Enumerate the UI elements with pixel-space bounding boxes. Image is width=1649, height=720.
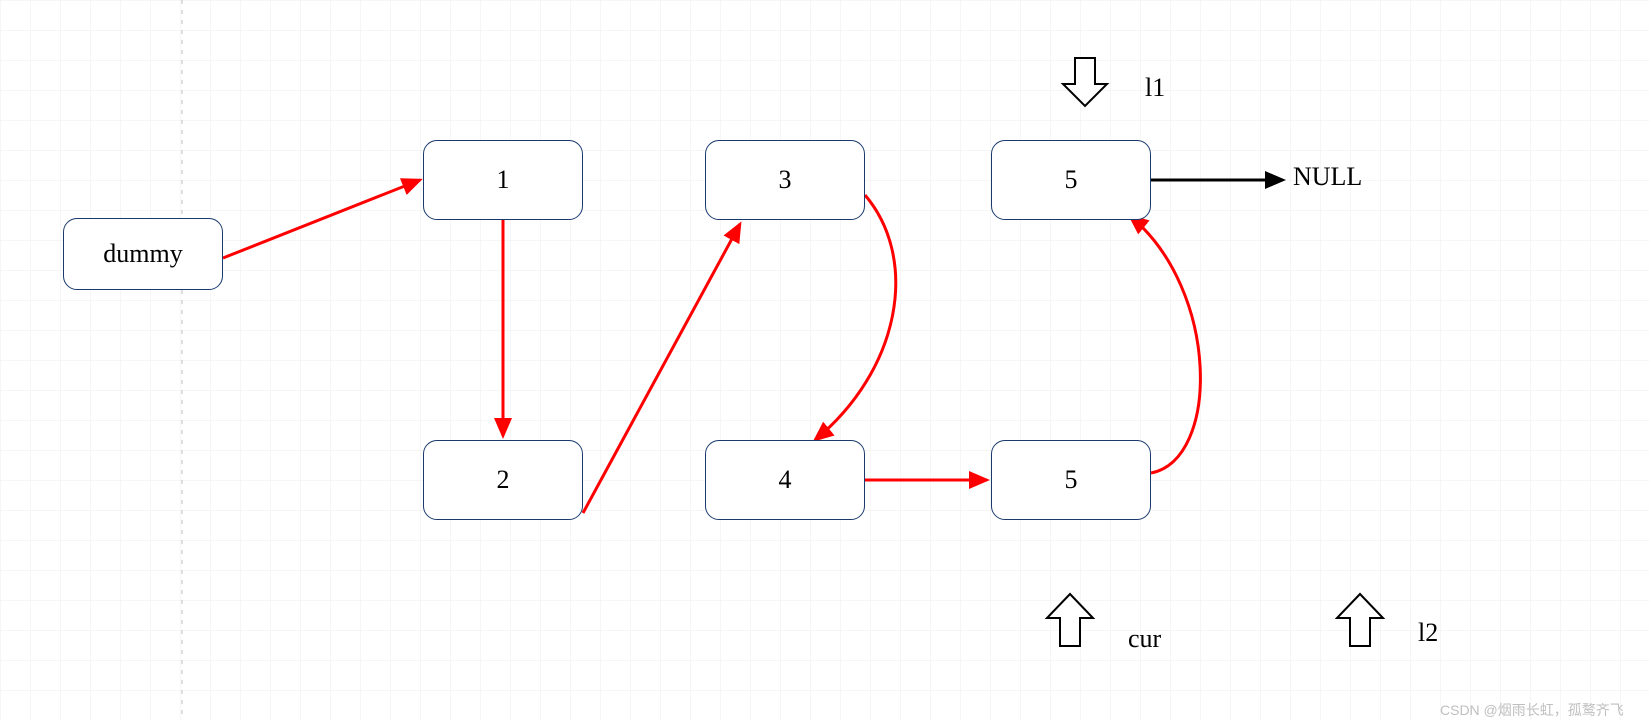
node-1: 1 [423, 140, 583, 220]
label-cur: cur [1128, 624, 1161, 654]
node-5-top-label: 5 [1065, 165, 1078, 195]
label-l2-text: l2 [1418, 618, 1438, 647]
grid-background [0, 0, 1649, 720]
label-cur-text: cur [1128, 624, 1161, 653]
node-4: 4 [705, 440, 865, 520]
node-5-top: 5 [991, 140, 1151, 220]
node-4-label: 4 [779, 465, 792, 495]
label-l1: l1 [1145, 73, 1165, 103]
node-3-label: 3 [779, 165, 792, 195]
node-2-label: 2 [497, 465, 510, 495]
watermark: CSDN @烟雨长虹，孤鹜齐飞 [1440, 700, 1624, 720]
node-dummy-label: dummy [103, 239, 182, 269]
watermark-text: CSDN @烟雨长虹，孤鹜齐飞 [1440, 702, 1624, 718]
label-null-text: NULL [1293, 162, 1362, 191]
diagram-canvas: dummy 1 3 5 2 4 5 NULL l1 cur l2 CSDN @烟… [0, 0, 1649, 720]
node-5-bottom-label: 5 [1065, 465, 1078, 495]
node-5-bottom: 5 [991, 440, 1151, 520]
node-dummy: dummy [63, 218, 223, 290]
node-2: 2 [423, 440, 583, 520]
node-3: 3 [705, 140, 865, 220]
label-l2: l2 [1418, 618, 1438, 648]
node-1-label: 1 [497, 165, 510, 195]
label-l1-text: l1 [1145, 73, 1165, 102]
label-null: NULL [1293, 162, 1362, 192]
